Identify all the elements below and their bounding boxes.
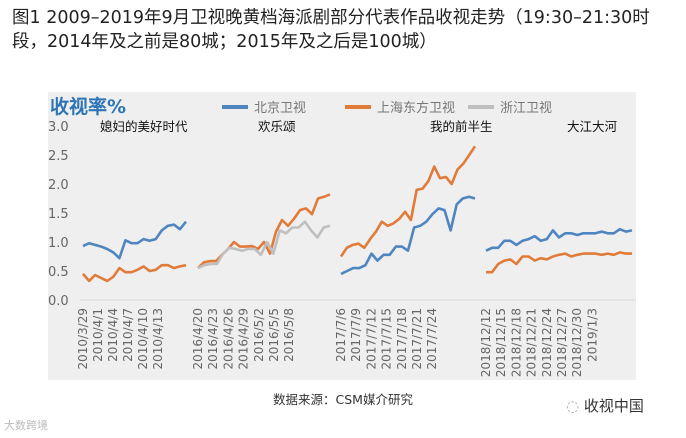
plot-background <box>48 92 636 380</box>
x-tick-label: 2010/4/7 <box>121 308 135 362</box>
series-line-2 <box>339 145 477 258</box>
series-line-0 <box>82 263 187 283</box>
x-tick-label: 2010/4/4 <box>106 308 120 362</box>
x-tick-label: 2016/4/26 <box>221 308 235 370</box>
segment-label: 欢乐颂 <box>258 119 296 134</box>
x-tick-label: 2010/3/29 <box>76 308 90 370</box>
x-tick-label: 2017/7/6 <box>334 308 348 362</box>
series-line-3 <box>485 227 633 252</box>
y-tick-label: 2.5 <box>48 149 69 164</box>
x-tick-label: 2017/7/15 <box>380 308 394 370</box>
watermark-text: 收视中国 <box>583 397 644 415</box>
x-tick-label: 2016/5/2 <box>252 308 266 362</box>
legend-label: 北京卫视 <box>254 101 306 116</box>
y-axis-title: 收视率% <box>50 95 126 118</box>
x-tick-label: 2018/12/30 <box>570 308 584 377</box>
y-tick-label: 3.0 <box>48 120 69 135</box>
x-tick-label: 2016/5/5 <box>267 308 281 362</box>
y-tick-label: 2.0 <box>48 178 69 193</box>
chart-title: 图1 2009–2019年9月卫视晚黄档海派剧部分代表作品收视走势（19:30–… <box>12 8 650 52</box>
y-tick-label: 1.5 <box>48 207 69 222</box>
series-line-0 <box>82 220 188 260</box>
series-line-3 <box>486 251 632 274</box>
series-line-2 <box>340 195 476 276</box>
x-tick-label: 2018/12/15 <box>494 308 508 377</box>
x-tick-label: 2017/7/9 <box>349 308 363 362</box>
x-tick-label: 2016/4/20 <box>191 308 205 370</box>
x-tick-label: 2018/12/18 <box>509 308 523 377</box>
source-note: 数据来源：CSM媒介研究 <box>273 392 413 407</box>
wechat-icon: ◌ <box>566 397 584 415</box>
legend-label: 上海东方卫视 <box>377 100 455 116</box>
x-tick-label: 2017/7/21 <box>410 308 424 370</box>
x-tick-label: 2017/7/18 <box>395 308 409 370</box>
segment-label: 媳妇的美好时代 <box>100 119 188 134</box>
x-tick-label: 2010/4/10 <box>136 308 150 370</box>
x-tick-label: 2018/12/12 <box>479 308 493 377</box>
segment-label: 大江大河 <box>567 119 618 134</box>
x-tick-label: 2018/12/21 <box>525 308 539 377</box>
x-tick-label: 2016/4/29 <box>237 308 251 370</box>
segment-label: 我的前半生 <box>430 119 493 134</box>
x-tick-label: 2017/7/12 <box>364 308 378 370</box>
watermark-right: ◌ 收视中国 <box>566 395 644 416</box>
legend-label: 浙江卫视 <box>500 101 552 116</box>
x-tick-label: 2018/12/24 <box>540 308 554 377</box>
x-tick-label: 2019/1/3 <box>585 308 599 362</box>
x-tick-label: 2010/4/1 <box>91 308 105 362</box>
y-tick-label: 0.5 <box>48 265 69 280</box>
x-tick-label: 2016/4/23 <box>206 308 220 370</box>
watermark-left: 大数跨境 <box>4 419 48 432</box>
x-tick-label: 2017/7/24 <box>425 308 439 370</box>
y-tick-label: 0.0 <box>48 294 69 309</box>
series-line-1 <box>197 220 331 270</box>
x-tick-label: 2018/12/27 <box>555 308 569 377</box>
x-tick-label: 2010/4/13 <box>151 308 165 370</box>
y-tick-label: 1.0 <box>48 236 69 251</box>
x-tick-label: 2016/5/8 <box>282 308 296 362</box>
